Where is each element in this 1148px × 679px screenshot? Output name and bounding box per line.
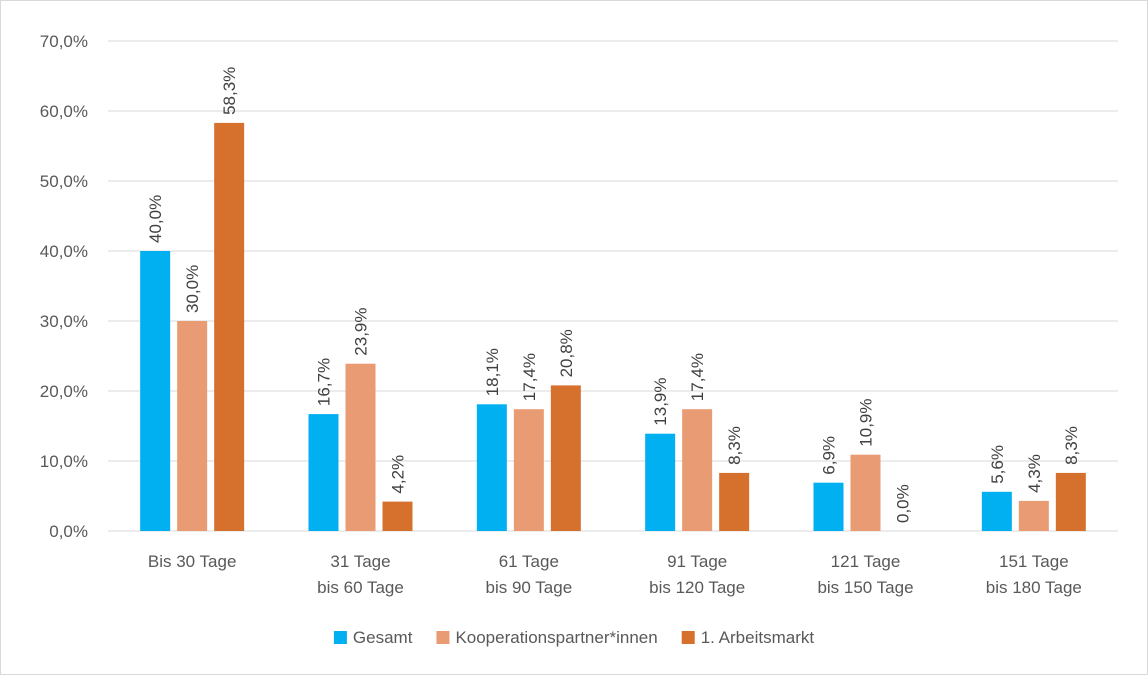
bar: [719, 472, 750, 531]
data-label: 58,3%: [220, 67, 239, 115]
gridlines: [108, 40, 1118, 532]
legend: Gesamt Kooperationspartner*innen 1. Arbeit…: [333, 628, 815, 647]
legend-item: Kooperationspartner*innen: [436, 628, 658, 647]
data-label: 4,3%: [1025, 454, 1044, 493]
category-label: bis 180 Tage: [986, 578, 1082, 597]
bar: [1055, 472, 1086, 531]
bar: [345, 363, 376, 531]
data-label: 17,4%: [688, 353, 707, 401]
bar: [476, 404, 507, 531]
y-tick-label: 30,0%: [40, 312, 88, 331]
data-label: 30,0%: [183, 265, 202, 313]
bar: [308, 414, 339, 531]
data-label: 0,0%: [894, 484, 913, 523]
data-label: 23,9%: [352, 307, 371, 355]
data-labels: 40,0% 30,0% 58,3% 16,7% 23,9% 4,2% 18,1% 17,4% 2…: [146, 67, 1081, 523]
bar: [550, 385, 581, 531]
bar: [214, 122, 245, 532]
category-label: 121 Tage: [831, 552, 901, 571]
data-label: 20,8%: [557, 329, 576, 377]
y-tick-label: 10,0%: [40, 452, 88, 471]
bars: [140, 122, 1086, 532]
legend-swatch: [436, 631, 450, 644]
bar: [513, 409, 544, 531]
data-label: 8,3%: [1062, 426, 1081, 465]
category-label: 151 Tage: [999, 552, 1069, 571]
legend-item: Gesamt: [333, 628, 413, 647]
y-tick-label: 60,0%: [40, 102, 88, 121]
category-label: 31 Tage: [330, 552, 390, 571]
category-label: Bis 30 Tage: [148, 552, 237, 571]
data-label: 10,9%: [857, 398, 876, 446]
bar: [682, 409, 713, 531]
bar: [1018, 500, 1049, 531]
x-axis-categories: Bis 30 Tage 31 Tage bis 60 Tage 61 Tage bis …: [148, 552, 1082, 597]
bar: [177, 321, 208, 531]
bar: [645, 433, 676, 531]
bar: [382, 501, 413, 531]
legend-label: 1. Arbeitsmarkt: [701, 628, 815, 647]
legend-label: Kooperationspartner*innen: [455, 628, 657, 647]
legend-swatch: [333, 631, 347, 644]
data-label: 17,4%: [520, 353, 539, 401]
category-label: 91 Tage: [667, 552, 727, 571]
data-label: 18,1%: [483, 348, 502, 396]
bar: [981, 491, 1012, 531]
y-tick-label: 70,0%: [40, 32, 88, 51]
y-tick-label: 20,0%: [40, 382, 88, 401]
y-tick-label: 40,0%: [40, 242, 88, 261]
data-label: 5,6%: [988, 445, 1007, 484]
category-label: bis 90 Tage: [486, 578, 573, 597]
category-label: bis 120 Tage: [649, 578, 745, 597]
bar: [850, 454, 881, 531]
legend-swatch: [681, 631, 695, 644]
category-label: 61 Tage: [499, 552, 559, 571]
data-label: 40,0%: [146, 195, 165, 243]
legend-item: 1. Arbeitsmarkt: [681, 628, 815, 647]
data-label: 13,9%: [651, 377, 670, 425]
bar: [140, 251, 171, 531]
legend-label: Gesamt: [353, 628, 413, 647]
category-label: bis 150 Tage: [817, 578, 913, 597]
y-tick-label: 0,0%: [49, 522, 88, 541]
y-axis-ticks: 0,0% 10,0% 20,0% 30,0% 40,0% 50,0% 60,0% 70,0%: [40, 32, 88, 541]
y-tick-label: 50,0%: [40, 172, 88, 191]
data-label: 4,2%: [389, 455, 408, 494]
data-label: 6,9%: [820, 436, 839, 475]
data-label: 16,7%: [315, 358, 334, 406]
data-label: 8,3%: [725, 426, 744, 465]
bar: [813, 482, 844, 531]
category-label: bis 60 Tage: [317, 578, 404, 597]
